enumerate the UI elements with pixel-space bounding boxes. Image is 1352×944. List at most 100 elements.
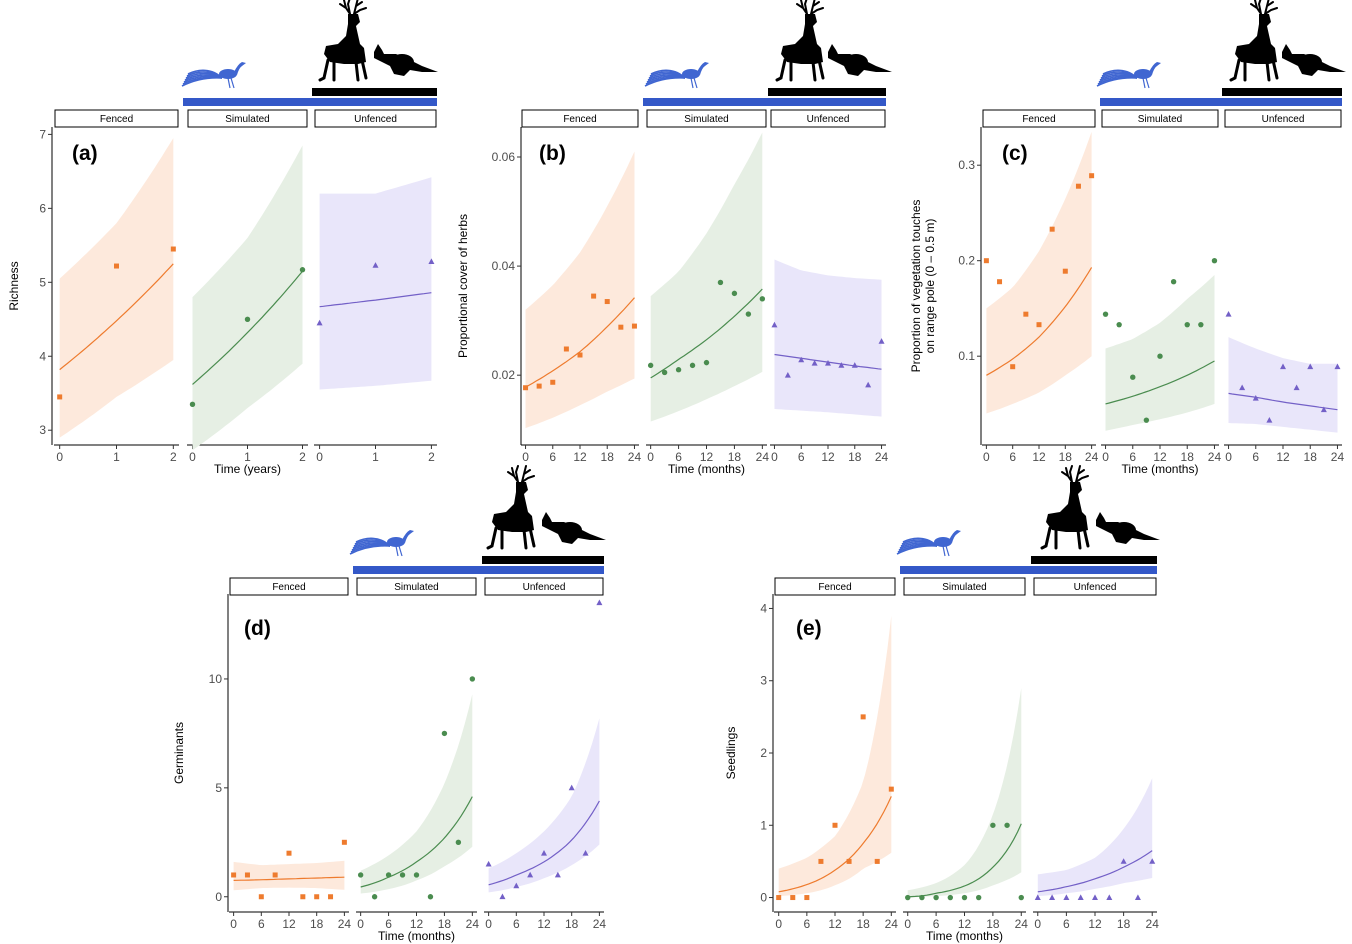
data-point-square xyxy=(790,895,796,901)
data-point-triangle xyxy=(851,362,858,368)
confidence-band xyxy=(1105,275,1215,431)
x-tick-label: 24 xyxy=(1208,450,1222,464)
y-tick-label: 10 xyxy=(209,672,223,686)
deer-icon xyxy=(486,465,536,550)
data-point-circle xyxy=(399,872,406,878)
x-tick-label: 24 xyxy=(593,917,607,931)
fitted-line xyxy=(488,800,600,886)
facet-fenced: Fenced 0 6 12 18 24 xyxy=(229,577,352,931)
x-tick-label: 18 xyxy=(438,917,452,931)
data-point-triangle xyxy=(1049,894,1056,900)
x-tick-label: 12 xyxy=(828,917,842,931)
confidence-band xyxy=(774,259,882,417)
x-tick-label: 6 xyxy=(1009,450,1016,464)
data-point-triangle xyxy=(1063,894,1070,900)
data-point-circle xyxy=(905,894,911,901)
x-tick-label: 24 xyxy=(338,917,352,931)
data-point-square xyxy=(618,324,624,330)
data-point-square xyxy=(1036,322,1042,328)
data-point-circle xyxy=(244,316,251,322)
data-point-circle xyxy=(717,279,724,286)
x-tick-label: 12 xyxy=(1032,450,1046,464)
data-point-circle xyxy=(990,822,996,828)
data-point-square xyxy=(272,872,278,878)
data-point-square xyxy=(523,385,529,391)
data-point-circle xyxy=(469,676,476,682)
kangaroo-icon xyxy=(1282,44,1346,76)
data-point-circle xyxy=(661,369,668,376)
data-point-triangle xyxy=(1293,384,1300,391)
facet-strip xyxy=(646,109,767,128)
data-point-circle xyxy=(1157,353,1163,359)
data-point-circle xyxy=(1170,279,1177,285)
facet-strip-label: Simulated xyxy=(225,114,269,125)
facet-strip-label: Unfenced xyxy=(354,114,397,125)
data-point-square xyxy=(997,279,1003,285)
facet-strip xyxy=(1224,109,1342,128)
fitted-line xyxy=(525,297,635,388)
data-point-circle xyxy=(1018,894,1024,901)
data-point-square xyxy=(170,246,176,252)
data-point-triangle xyxy=(1280,363,1286,370)
data-point-circle xyxy=(745,311,752,317)
data-point-square xyxy=(286,850,292,856)
y-tick-label: 0.1 xyxy=(958,349,975,363)
data-point-square xyxy=(577,352,583,358)
y-tick-label: 5 xyxy=(39,275,46,289)
kangaroo-icon xyxy=(1096,512,1160,544)
data-point-triangle xyxy=(1252,395,1259,401)
facet-unfenced: Unfenced 0 6 12 18 24 xyxy=(1033,577,1159,931)
x-tick-label: 0 xyxy=(522,450,529,464)
facet-strip xyxy=(903,577,1026,596)
x-tick-label: 0 xyxy=(904,917,911,931)
data-point-triangle xyxy=(1266,416,1273,423)
facet-fenced: Fenced 0 6 12 18 24 xyxy=(982,109,1099,464)
y-tick-label: 2 xyxy=(760,746,767,760)
data-point-square xyxy=(1049,226,1055,232)
data-point-circle xyxy=(919,894,925,901)
facet-fenced: Fenced 0 6 12 18 24 xyxy=(521,109,642,464)
y-tick-label: 0.06 xyxy=(492,150,516,164)
x-tick-label: 24 xyxy=(466,917,480,931)
facet-simulated: Simulated 0 6 12 18 24 xyxy=(903,577,1028,931)
data-point-square xyxy=(57,394,63,400)
herbivore-bar xyxy=(1222,88,1342,96)
kangaroo-icon xyxy=(542,512,606,544)
data-point-triangle xyxy=(568,784,575,791)
data-point-square xyxy=(536,383,542,389)
y-tick-label: 7 xyxy=(39,127,46,141)
x-tick-label: 2 xyxy=(428,450,435,464)
data-point-triangle xyxy=(878,338,885,344)
x-tick-label: 12 xyxy=(573,450,587,464)
lyrebird-icon xyxy=(896,530,961,557)
data-point-circle xyxy=(759,296,766,302)
x-tick-label: 1 xyxy=(113,450,120,464)
data-point-square xyxy=(244,872,250,878)
facet-strip xyxy=(314,109,437,128)
y-tick-label: 0 xyxy=(215,890,222,904)
data-point-square xyxy=(1010,364,1016,370)
data-point-triangle xyxy=(1134,894,1141,900)
data-point-triangle xyxy=(428,258,435,264)
lyrebird-icon xyxy=(644,62,709,89)
data-point-triangle xyxy=(541,849,547,856)
data-point-circle xyxy=(189,401,196,408)
fitted-line xyxy=(1105,360,1215,405)
data-point-square xyxy=(846,858,852,864)
data-point-triangle xyxy=(771,321,778,328)
data-point-square xyxy=(341,839,347,845)
x-axis-title: Time (months) xyxy=(926,929,1003,943)
x-tick-label: 0 xyxy=(647,450,654,464)
simulated-browsing-bar xyxy=(900,566,1157,574)
facet-strip xyxy=(1101,109,1219,128)
herbivore-bar xyxy=(1031,556,1157,564)
x-tick-label: 24 xyxy=(628,450,642,464)
fitted-line xyxy=(1228,392,1338,411)
x-tick-label: 12 xyxy=(1276,450,1290,464)
data-point-square xyxy=(300,894,306,900)
facet-strip xyxy=(187,109,308,128)
x-axis-title: Time (months) xyxy=(1122,462,1199,476)
data-point-triangle xyxy=(1120,858,1127,864)
